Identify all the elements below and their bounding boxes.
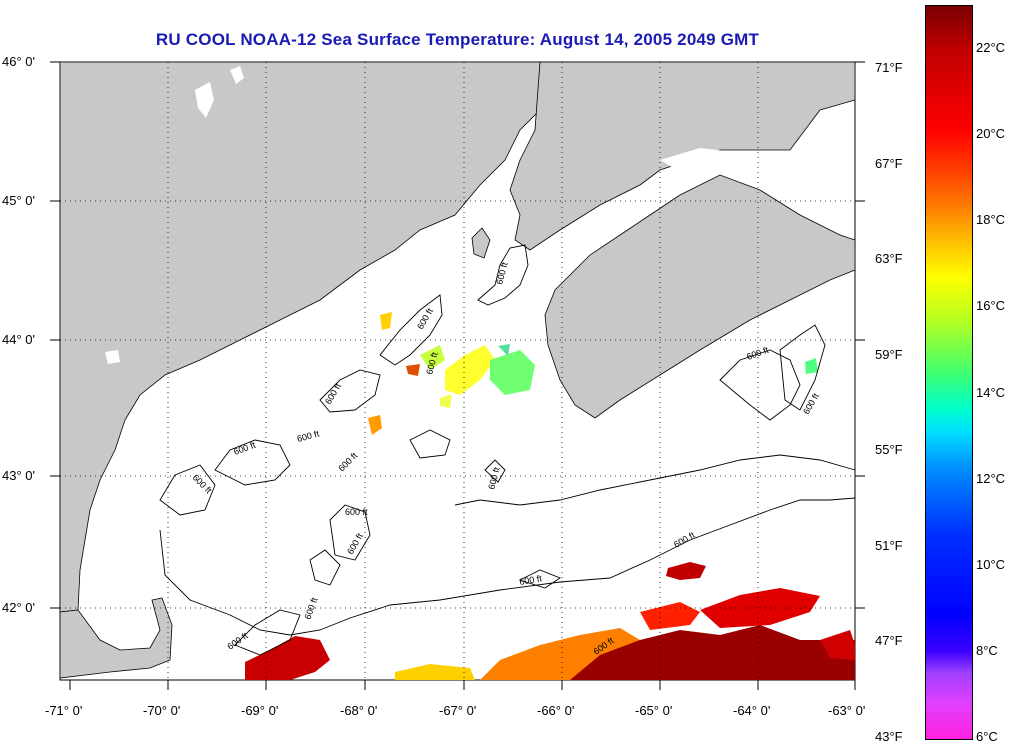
celsius-label: 22°C: [976, 40, 1006, 55]
celsius-label: 8°C: [976, 643, 998, 658]
lat-label: 43° 0': [2, 468, 35, 483]
celsius-label: 18°C: [976, 212, 1006, 227]
lat-label: 42° 0': [2, 600, 35, 615]
fahrenheit-label: 43°F: [875, 729, 903, 744]
contour-label: 600 ft: [345, 507, 368, 517]
land-cape-cod: [59, 597, 173, 679]
fahrenheit-label: 51°F: [875, 538, 903, 553]
celsius-label: 16°C: [976, 298, 1006, 313]
lat-label: 46° 0': [2, 54, 35, 69]
depth-contours: [159, 244, 856, 656]
lon-label: -71° 0': [45, 703, 83, 718]
fahrenheit-label: 71°F: [875, 60, 903, 75]
graticule: [60, 62, 855, 680]
lat-label: 45° 0': [2, 193, 35, 208]
lon-label: -69° 0': [241, 703, 279, 718]
contour-label: 600 ft: [519, 573, 543, 587]
lon-label: -70° 0': [143, 703, 181, 718]
celsius-label: 6°C: [976, 729, 998, 744]
lon-label: -63° 0': [828, 703, 866, 718]
lon-label: -66° 0': [537, 703, 575, 718]
lon-label: -68° 0': [340, 703, 378, 718]
fahrenheit-label: 63°F: [875, 251, 903, 266]
celsius-label: 12°C: [976, 471, 1006, 486]
lon-label: -65° 0': [635, 703, 673, 718]
land-nova-scotia: [544, 174, 856, 419]
fahrenheit-label: 55°F: [875, 442, 903, 457]
lat-label: 44° 0': [2, 332, 35, 347]
land-grand-manan: [471, 227, 491, 259]
celsius-label: 20°C: [976, 126, 1006, 141]
map-title: RU COOL NOAA-12 Sea Surface Temperature:…: [155, 30, 760, 49]
temperature-color-bar: [925, 5, 973, 740]
fahrenheit-label: 59°F: [875, 347, 903, 362]
fahrenheit-label: 47°F: [875, 633, 903, 648]
axis-ticks: [50, 61, 865, 690]
fahrenheit-label: 67°F: [875, 156, 903, 171]
celsius-label: 14°C: [976, 385, 1006, 400]
lon-label: -67° 0': [439, 703, 477, 718]
lon-label: -64° 0': [733, 703, 771, 718]
celsius-label: 10°C: [976, 557, 1006, 572]
